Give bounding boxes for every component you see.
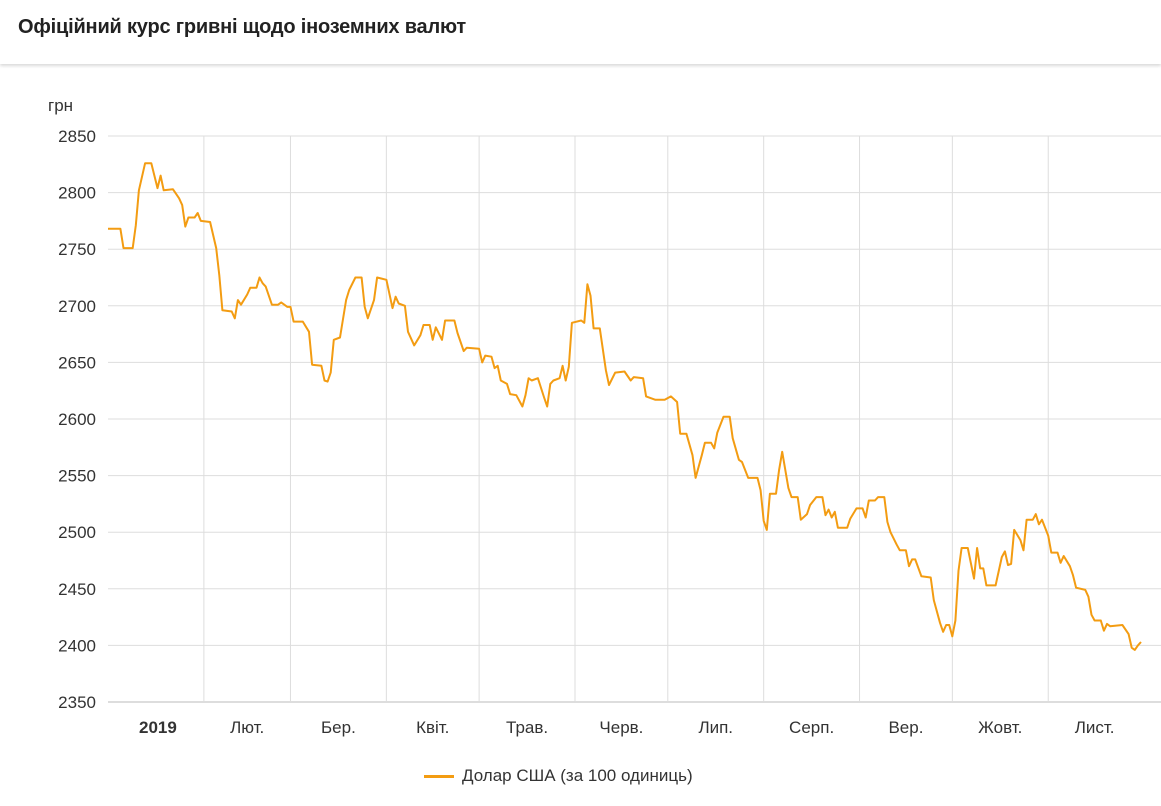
x-tick-label: Черв.: [599, 718, 643, 737]
x-tick-label: Бер.: [321, 718, 356, 737]
legend-line-icon: [424, 774, 454, 778]
x-tick-label: Вер.: [888, 718, 923, 737]
y-tick-label: 2550: [58, 467, 96, 486]
legend[interactable]: Долар США (за 100 одиниць): [424, 766, 693, 786]
y-tick-label: 2500: [58, 523, 96, 542]
y-tick-label: 2700: [58, 297, 96, 316]
y-tick-label: 2800: [58, 184, 96, 203]
y-tick-label: 2350: [58, 693, 96, 712]
y-tick-label: 2450: [58, 580, 96, 599]
page-title: Офіційний курс гривні щодо іноземних вал…: [18, 16, 466, 38]
x-tick-label: Серп.: [789, 718, 834, 737]
y-tick-label: 2850: [58, 127, 96, 146]
y-tick-label: 2400: [58, 636, 96, 655]
legend-label: Долар США (за 100 одиниць): [462, 766, 693, 785]
y-tick-label: 2750: [58, 240, 96, 259]
x-tick-label: Жовт.: [978, 718, 1022, 737]
x-tick-label: Лют.: [230, 718, 264, 737]
header: Офіційний курс гривні щодо іноземних вал…: [0, 0, 1161, 64]
x-tick-label: Лист.: [1075, 718, 1115, 737]
x-tick-label: Квіт.: [416, 718, 449, 737]
y-tick-label: 2650: [58, 353, 96, 372]
series-line-usd: [108, 162, 1142, 651]
x-tick-label: 2019: [139, 718, 177, 737]
x-tick-label: Лип.: [698, 718, 733, 737]
y-axis-label: грн: [48, 96, 73, 115]
x-tick-label: Трав.: [506, 718, 548, 737]
y-tick-label: 2600: [58, 410, 96, 429]
